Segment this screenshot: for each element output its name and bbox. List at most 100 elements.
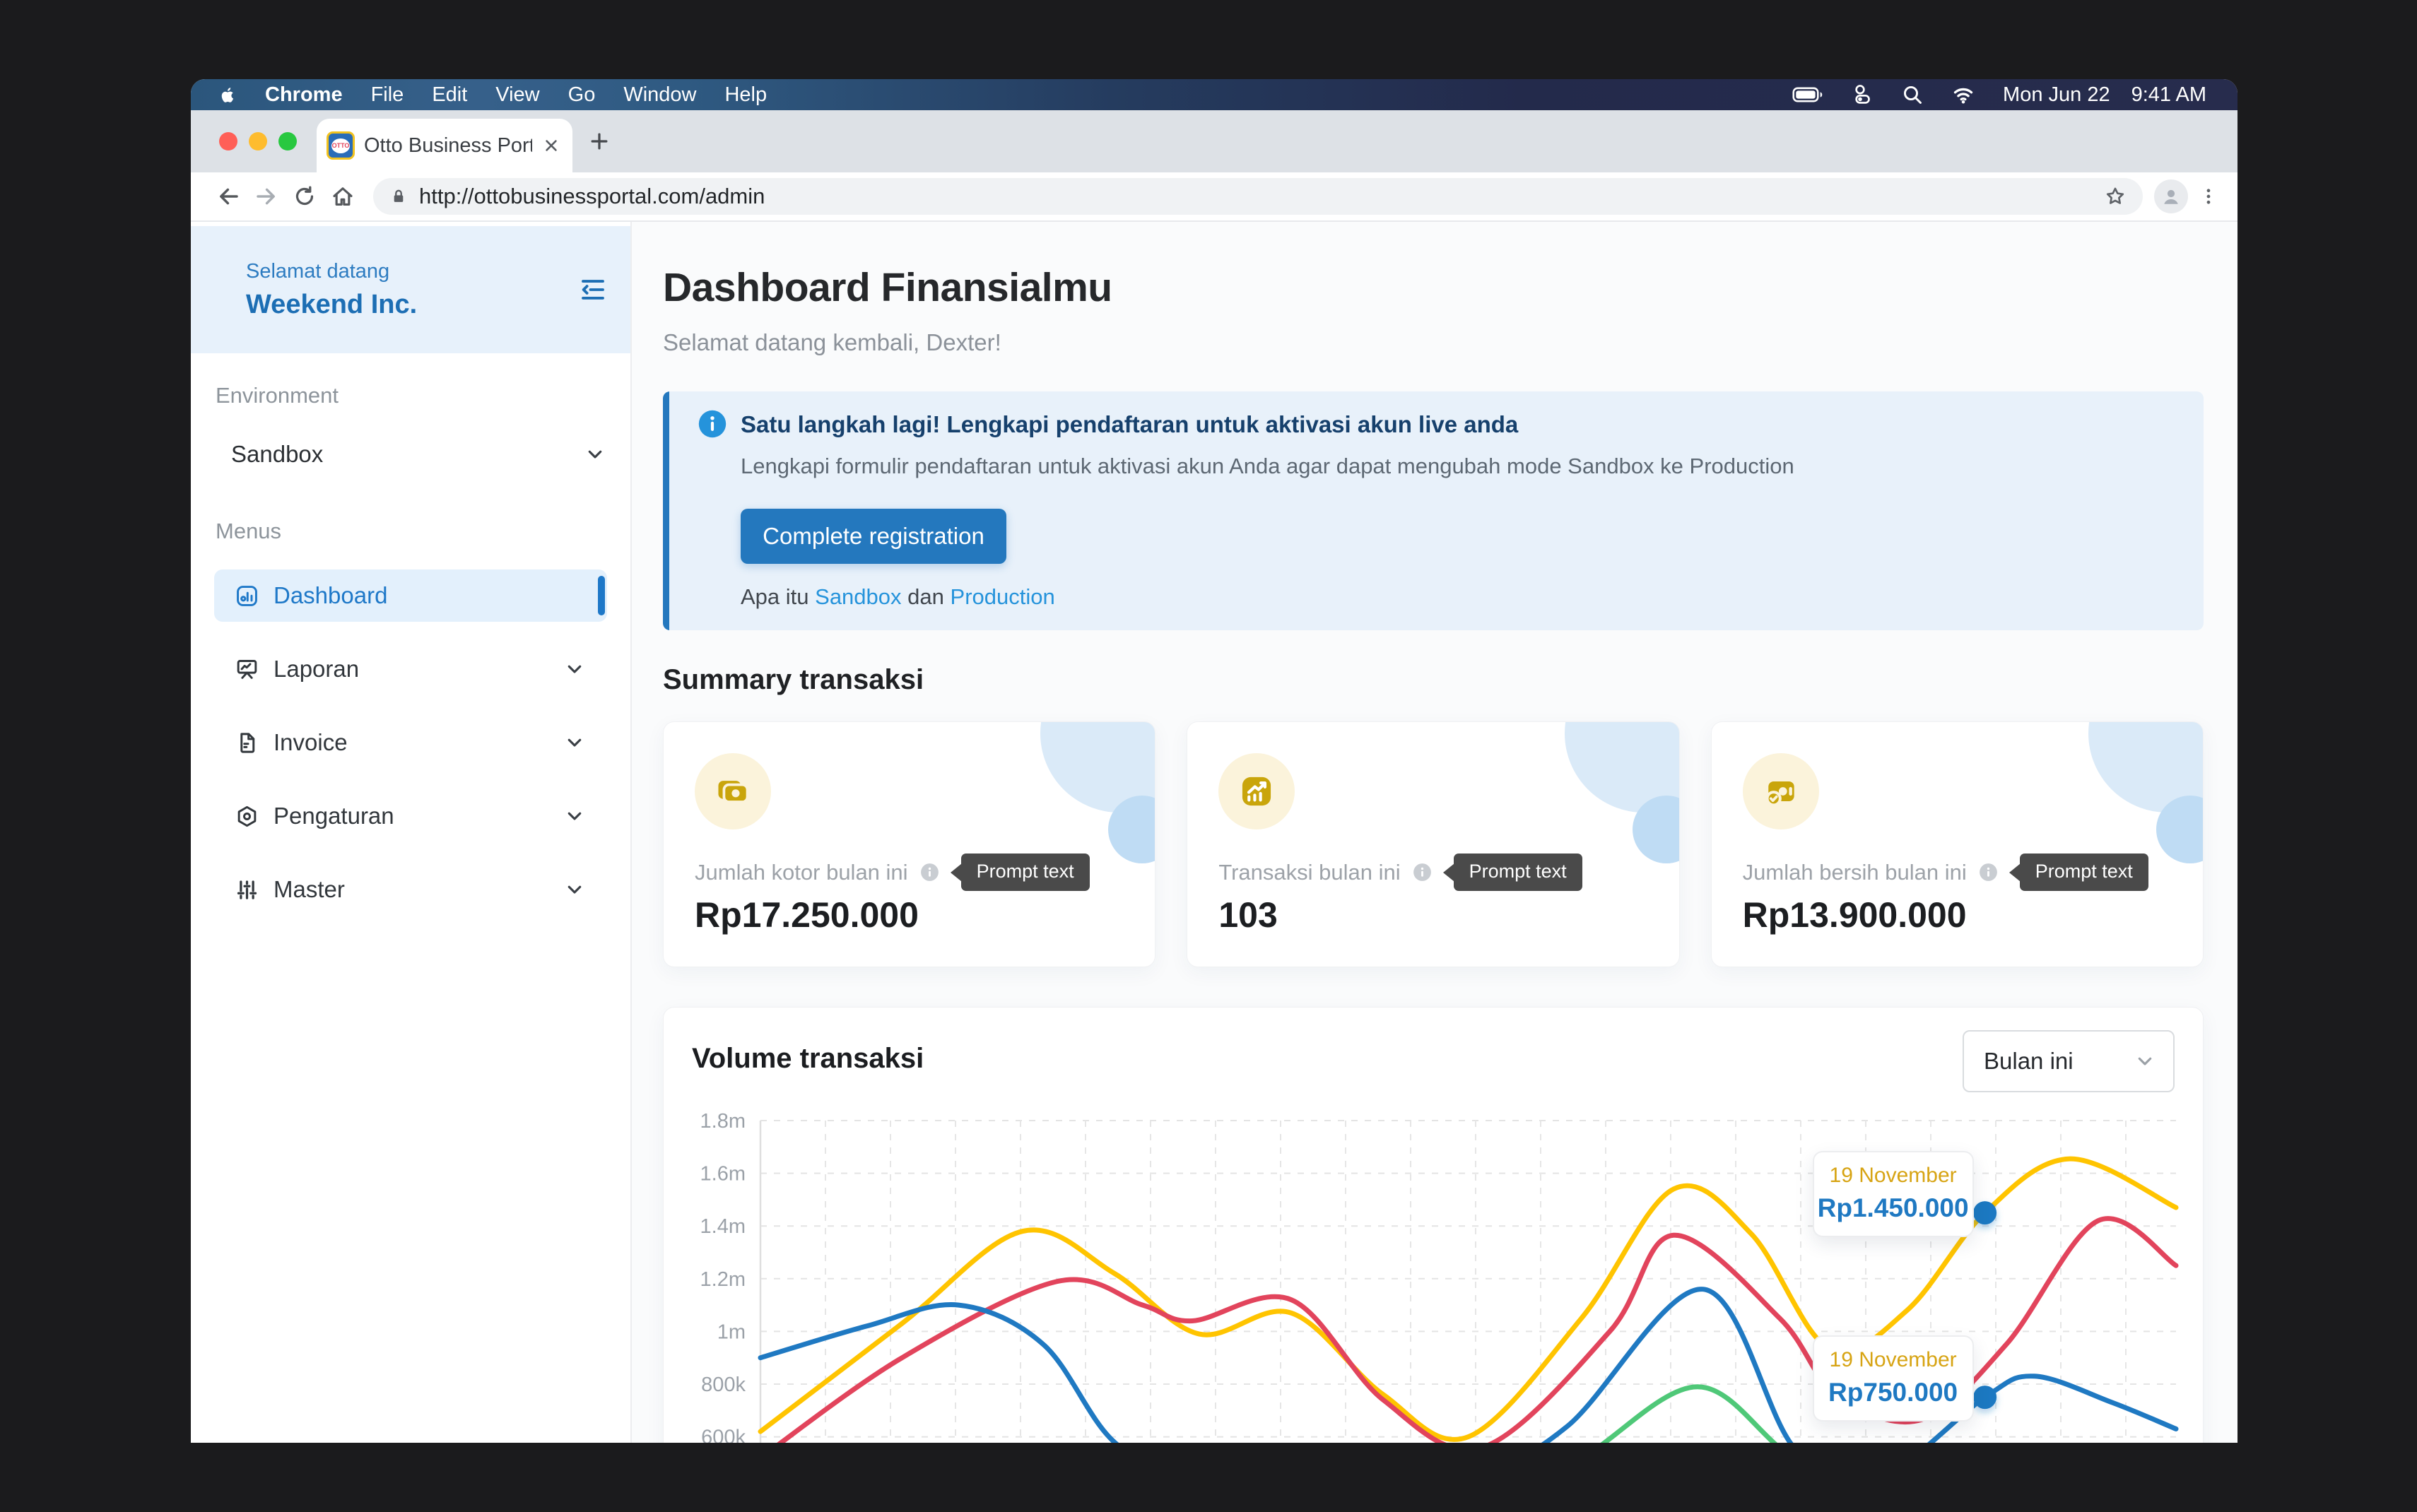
url-text[interactable]: http://ottobusinessportal.com/admin <box>419 184 765 208</box>
info-icon[interactable] <box>919 861 941 883</box>
volume-chart-card: Volume transaksi Bulan ini 1.8m 1.6m 1.4m 1… <box>663 1007 2204 1443</box>
chevron-down-icon <box>2134 1050 2156 1073</box>
menubar-item-window[interactable]: Window <box>623 83 697 106</box>
period-filter-value: Bulan ini <box>1984 1048 2074 1074</box>
card-label: Transaksi bulan ini <box>1218 859 1401 885</box>
company-name: Weekend Inc. <box>246 289 418 319</box>
svg-text:1m: 1m <box>717 1321 746 1343</box>
wallet-check-icon <box>1742 753 1819 829</box>
chart-title: Volume transaksi <box>692 1043 924 1074</box>
apple-icon[interactable] <box>219 85 237 105</box>
menubar-time: 9:41 AM <box>2131 83 2206 106</box>
sidebar-item-dashboard[interactable]: Dashboard <box>214 569 607 622</box>
tooltip-amount: Rp750.000 <box>1828 1377 1958 1407</box>
main-content: Dashboard Finansialmu Selamat datang kem… <box>632 222 2237 1443</box>
summary-heading: Summary transaksi <box>663 664 924 695</box>
sidebar-greeting: Selamat datang <box>246 259 390 283</box>
profile-avatar[interactable] <box>2154 179 2188 213</box>
info-icon[interactable] <box>1977 861 1999 883</box>
home-button[interactable] <box>324 177 362 215</box>
sidebar-header: Selamat datang Weekend Inc. <box>191 226 630 353</box>
banner-links-prefix: Apa itu <box>741 584 809 609</box>
complete-registration-button[interactable]: Complete registration <box>741 509 1006 564</box>
tab-close-icon[interactable] <box>541 136 561 155</box>
sidebar-item-label: Invoice <box>274 729 348 755</box>
card-label: Jumlah bersih bulan ini <box>1742 859 1967 885</box>
chevron-down-icon <box>563 805 586 827</box>
sandbox-link[interactable]: Sandbox <box>815 584 902 609</box>
banner-links: Apa itu Sandbox dan Production <box>741 584 1055 610</box>
card-value: Rp17.250.000 <box>695 895 919 935</box>
summary-cards: Jumlah kotor bulan ini Prompt text Rp17.25… <box>663 721 2204 967</box>
environment-value: Sandbox <box>231 441 324 467</box>
address-bar[interactable]: http://ottobusinessportal.com/admin <box>373 178 2143 215</box>
chart-tooltip: 19 November Rp750.000 <box>1812 1335 1974 1422</box>
menubar-item-edit[interactable]: Edit <box>432 83 468 106</box>
svg-text:1.4m: 1.4m <box>700 1215 746 1238</box>
sidebar-item-master[interactable]: Master <box>214 863 607 916</box>
menubar-item-chrome[interactable]: Chrome <box>265 83 343 106</box>
prompt-tooltip: Prompt text <box>960 854 1090 891</box>
tab-title: Otto Business Portal <box>364 134 532 157</box>
banner-description: Lengkapi formulir pendaftaran untuk akti… <box>741 454 1794 478</box>
menubar-item-go[interactable]: Go <box>568 83 596 106</box>
period-filter-select[interactable]: Bulan ini <box>1963 1030 2175 1092</box>
tab-strip: OTTO Otto Business Portal <box>191 110 2237 172</box>
chevron-down-icon <box>563 731 586 754</box>
menubar-item-view[interactable]: View <box>495 83 540 106</box>
spotlight-search-icon[interactable] <box>1901 83 1924 106</box>
environment-label: Environment <box>216 383 339 408</box>
sidebar-item-laporan[interactable]: Laporan <box>214 643 607 695</box>
sidebar-collapse-icon[interactable] <box>577 275 609 305</box>
card-value: 103 <box>1218 895 1278 935</box>
forward-button[interactable] <box>247 177 286 215</box>
info-icon <box>695 407 729 441</box>
report-icon <box>234 656 260 683</box>
window-controls <box>219 132 297 150</box>
lock-icon <box>389 186 408 207</box>
zoom-window-button[interactable] <box>278 132 297 150</box>
environment-select[interactable]: Sandbox <box>231 441 606 468</box>
sidebar-item-label: Laporan <box>274 656 360 682</box>
info-icon[interactable] <box>1411 861 1433 883</box>
sidebar-item-label: Master <box>274 876 345 902</box>
browser-tab[interactable]: OTTO Otto Business Portal <box>317 119 572 172</box>
minimize-window-button[interactable] <box>249 132 267 150</box>
sidebar-menu: Dashboard Laporan Invoice Pengaturan Master <box>191 569 630 937</box>
page-title: Dashboard Finansialmu <box>663 265 1112 310</box>
control-center-icon[interactable] <box>1852 83 1874 106</box>
invoice-icon <box>234 730 260 756</box>
decorative-circle <box>1108 796 1155 863</box>
macos-menu-bar: Chrome File Edit View Go Window Help Mon Jun 2… <box>191 79 2237 110</box>
close-window-button[interactable] <box>219 132 237 150</box>
sidebar-item-label: Pengaturan <box>274 803 394 829</box>
banner-links-middle: dan <box>907 584 944 609</box>
menubar-item-help[interactable]: Help <box>724 83 768 106</box>
battery-icon <box>1792 86 1825 103</box>
summary-card: Jumlah bersih bulan ini Prompt text Rp13.9… <box>1710 721 2204 967</box>
browser-toolbar: http://ottobusinessportal.com/admin <box>191 172 2237 222</box>
back-button[interactable] <box>209 177 247 215</box>
sidebar-item-pengaturan[interactable]: Pengaturan <box>214 790 607 842</box>
summary-card: Transaksi bulan ini Prompt text 103 <box>1187 721 1680 967</box>
production-link[interactable]: Production <box>950 584 1055 609</box>
sidebar: Selamat datang Weekend Inc. Environment … <box>191 222 632 1443</box>
sidebar-item-invoice[interactable]: Invoice <box>214 716 607 769</box>
chart-tooltip: 19 November Rp1.450.000 <box>1812 1150 1974 1237</box>
bookmark-star-icon[interactable] <box>2103 184 2127 208</box>
svg-text:1.8m: 1.8m <box>700 1110 746 1133</box>
chevron-down-icon <box>584 443 606 466</box>
wifi-icon[interactable] <box>1951 83 1976 106</box>
banner-accent-bar <box>663 391 669 630</box>
reload-button[interactable] <box>286 177 324 215</box>
browser-menu-icon[interactable] <box>2198 186 2219 207</box>
settings-icon <box>234 803 260 829</box>
chevron-down-icon <box>563 878 586 901</box>
svg-text:800k: 800k <box>701 1374 746 1396</box>
new-tab-button[interactable] <box>588 130 611 153</box>
sidebar-item-label: Dashboard <box>274 582 388 608</box>
chevron-down-icon <box>563 658 586 680</box>
menubar-item-file[interactable]: File <box>370 83 404 106</box>
prompt-tooltip: Prompt text <box>1453 854 1582 891</box>
